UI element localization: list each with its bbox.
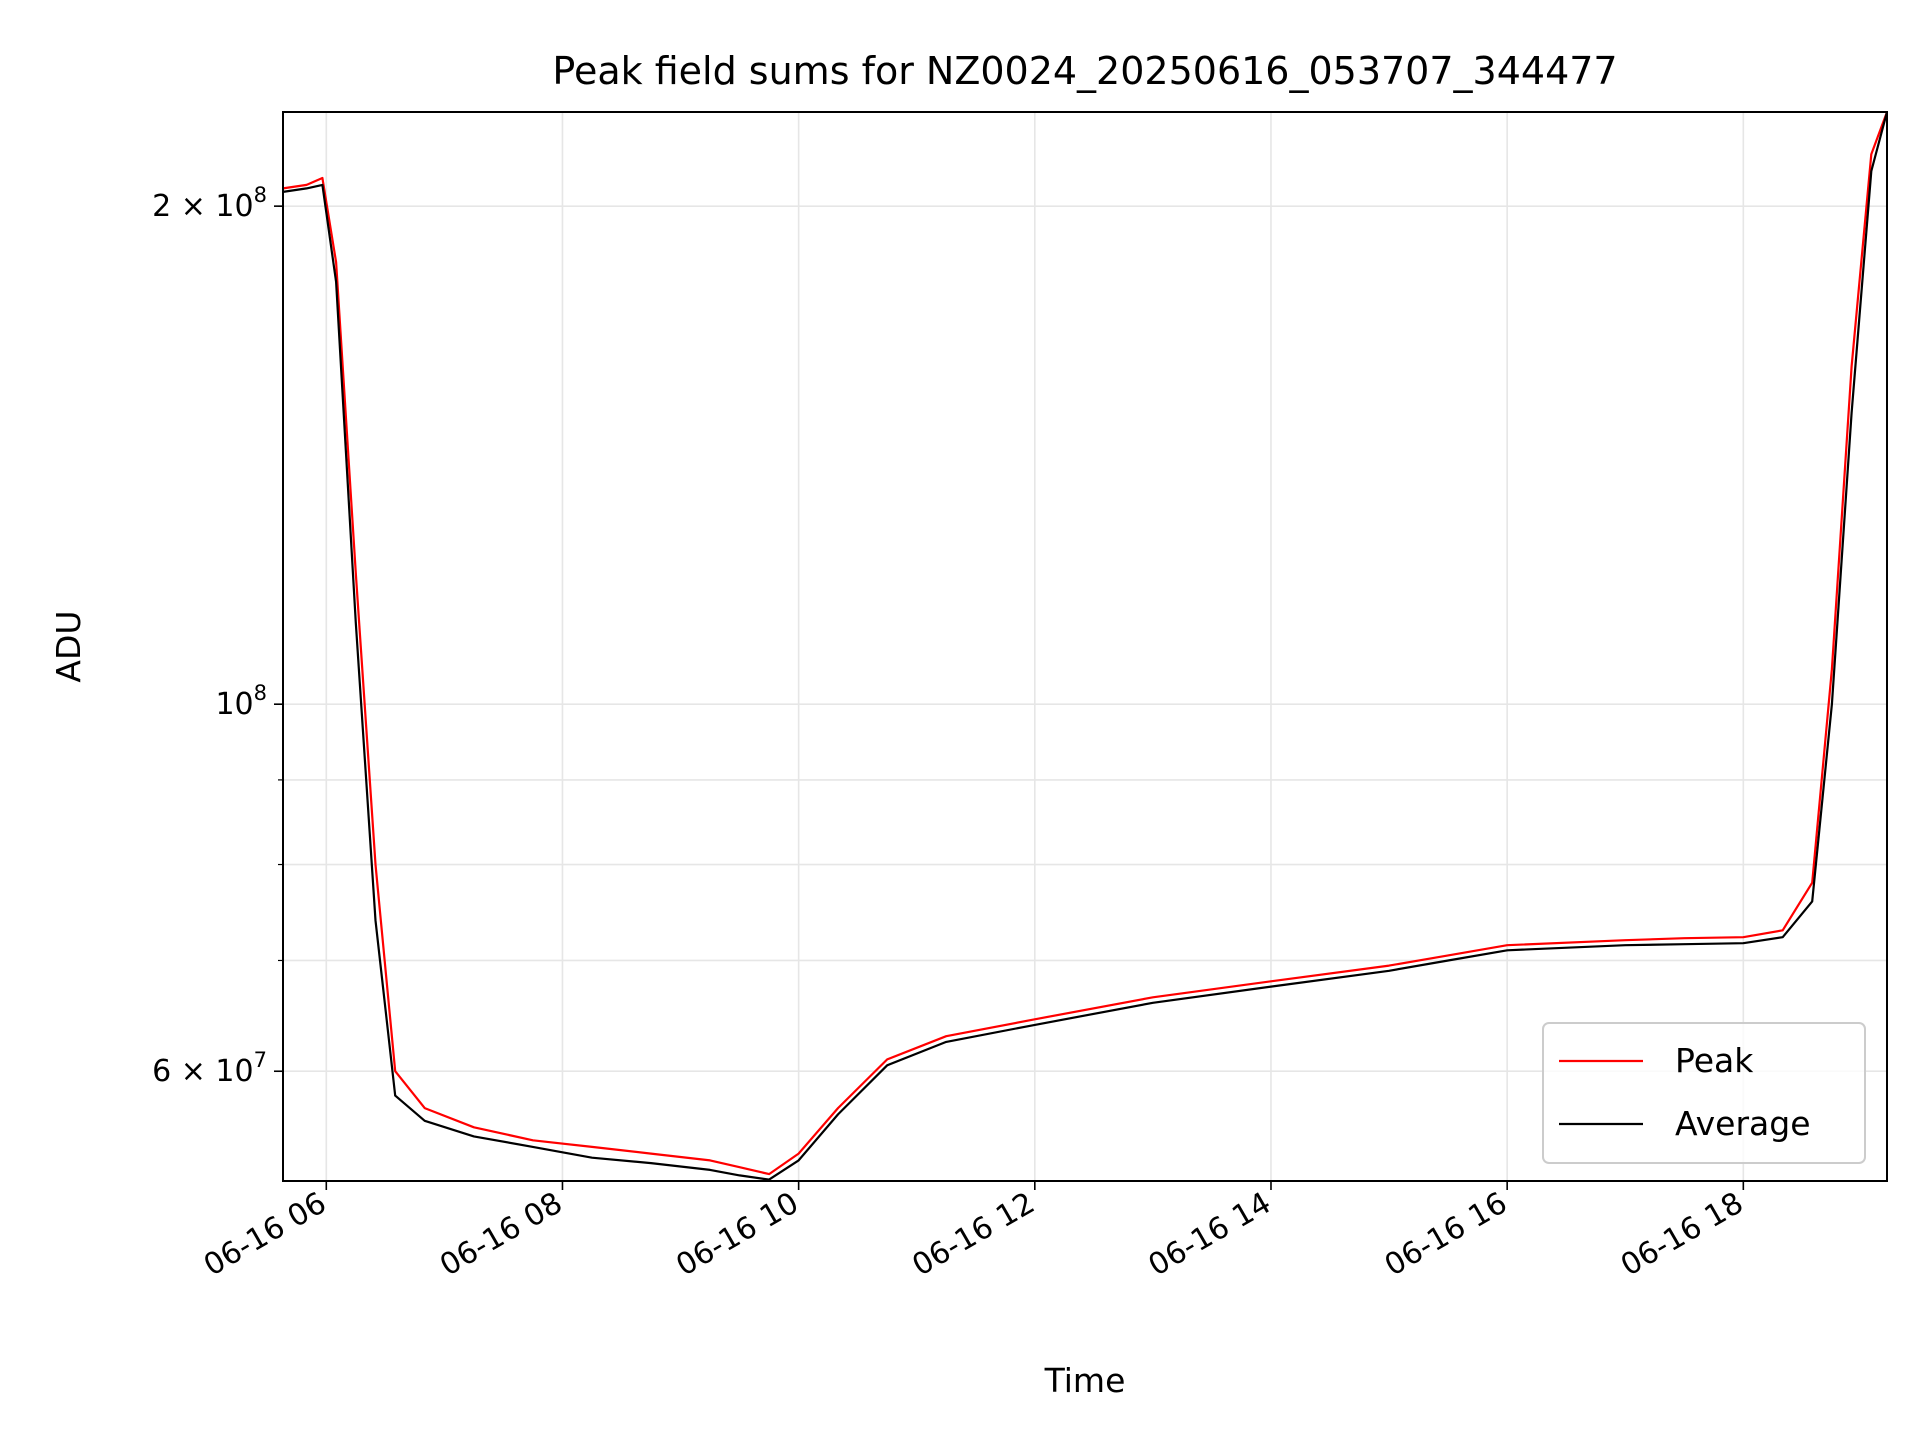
- data-point-average: [738, 1174, 741, 1177]
- data-point-average: [1683, 943, 1686, 946]
- data-point-peak: [797, 1152, 800, 1155]
- data-point-average: [1388, 970, 1390, 972]
- data-point-peak: [650, 1152, 652, 1155]
- data-point-average: [709, 1169, 711, 1171]
- data-point-average: [321, 184, 324, 186]
- y-tick-label-exponent: 8: [254, 183, 267, 207]
- data-point-peak: [321, 177, 324, 179]
- legend-label-average: Average: [1675, 1104, 1811, 1143]
- series-line-peak: [282, 111, 1889, 1176]
- data-point-peak: [1811, 881, 1814, 884]
- data-point-peak: [1152, 996, 1154, 999]
- data-point-average: [1850, 412, 1853, 414]
- data-point-peak: [1388, 964, 1390, 967]
- y-tick-label: 2 × 108: [152, 183, 267, 224]
- y-tick-label: 6 × 107: [152, 1048, 267, 1089]
- data-point-peak: [1447, 954, 1449, 957]
- data-point-average: [473, 1135, 475, 1138]
- data-point-peak: [886, 1058, 889, 1061]
- y-tick-label-base: 2 × 10: [152, 189, 253, 224]
- data-point-peak: [355, 572, 357, 574]
- data-point-average: [1811, 900, 1814, 903]
- data-point-average: [650, 1162, 652, 1164]
- data-point-peak: [1683, 937, 1686, 940]
- data-point-average: [591, 1156, 593, 1159]
- data-point-peak: [335, 261, 337, 263]
- data-point-average: [355, 621, 357, 624]
- y-tick-label-base: 10: [215, 687, 253, 722]
- data-point-average: [886, 1064, 889, 1067]
- data-point-average: [1447, 959, 1449, 962]
- y-axis-label: ADU: [49, 610, 88, 682]
- data-point-average: [1152, 1001, 1154, 1004]
- data-point-average: [1870, 170, 1873, 172]
- data-point-peak: [1831, 668, 1833, 670]
- data-point-average: [335, 281, 337, 283]
- data-point-peak: [1624, 939, 1627, 942]
- data-point-peak: [473, 1126, 475, 1129]
- data-point-peak: [394, 1070, 396, 1073]
- legend-box: [1542, 1022, 1866, 1164]
- data-point-peak: [709, 1159, 711, 1162]
- data-point-average: [1034, 1024, 1036, 1026]
- series-layer: [282, 111, 1889, 1181]
- data-point-peak: [1506, 944, 1508, 947]
- data-point-peak: [1034, 1018, 1036, 1021]
- data-point-average: [423, 1120, 426, 1122]
- data-point-peak: [591, 1146, 593, 1148]
- data-point-average: [394, 1094, 396, 1097]
- data-point-peak: [1781, 929, 1784, 932]
- data-point-average: [1742, 942, 1745, 945]
- series-line-average: [282, 111, 1889, 1181]
- data-point-peak: [1870, 153, 1873, 155]
- data-point-average: [374, 919, 377, 922]
- data-point-average: [1831, 703, 1833, 705]
- data-point-peak: [945, 1035, 948, 1037]
- data-point-peak: [423, 1107, 426, 1109]
- data-point-average: [1624, 944, 1627, 947]
- data-point-average: [1781, 936, 1784, 939]
- data-point-peak: [532, 1139, 534, 1142]
- data-point-peak: [1742, 936, 1745, 939]
- y-tick-label-exponent: 7: [254, 1048, 267, 1072]
- y-tick-label-base: 6 × 10: [152, 1054, 253, 1089]
- data-point-average: [305, 187, 308, 190]
- grid: [283, 112, 1887, 1181]
- data-point-average: [1270, 985, 1272, 988]
- data-point-peak: [1850, 365, 1853, 368]
- data-point-average: [837, 1113, 839, 1116]
- data-point-peak: [738, 1166, 741, 1168]
- data-point-average: [945, 1041, 948, 1043]
- y-tick-label: 108: [215, 681, 267, 722]
- data-point-peak: [374, 863, 377, 866]
- legend: Peak Average: [1542, 1022, 1866, 1164]
- data-point-peak: [837, 1107, 839, 1109]
- data-point-average: [532, 1146, 534, 1148]
- data-point-average: [1506, 949, 1508, 952]
- data-point-peak: [1270, 980, 1272, 983]
- chart-title: Peak field sums for NZ0024_20250616_0537…: [552, 49, 1617, 93]
- y-tick-label-exponent: 8: [254, 681, 267, 705]
- data-point-average: [797, 1159, 800, 1162]
- legend-label-peak: Peak: [1675, 1041, 1754, 1080]
- plot-area-frame: [282, 111, 1888, 1182]
- data-point-peak: [305, 184, 308, 186]
- data-point-peak: [768, 1173, 770, 1175]
- x-axis-label: Time: [1044, 1361, 1126, 1400]
